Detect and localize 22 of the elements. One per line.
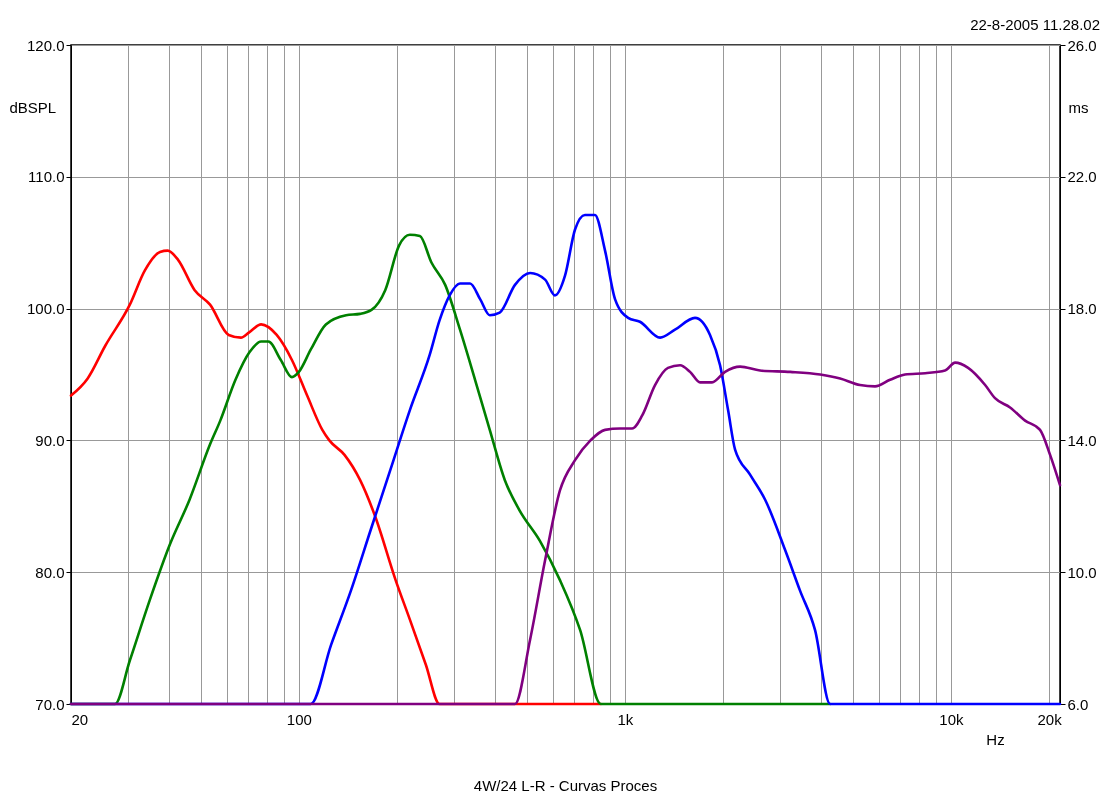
y-tick-label: 120.0 [26, 36, 65, 54]
y2-axis-title: ms [1068, 98, 1089, 116]
y2-tick-label: 6.0 [1067, 695, 1089, 713]
y-axis-title: dBSPL [9, 98, 57, 116]
y-tick-label: 100.0 [26, 300, 65, 318]
y-tick-label: 70.0 [35, 695, 65, 713]
y2-tick-label: 14.0 [1067, 431, 1097, 449]
y2-tick-label: 26.0 [1067, 36, 1097, 54]
text: 22-8-2005 11.28.02 [970, 16, 1100, 33]
y2-tick-label: 22.0 [1067, 168, 1097, 186]
y2-tick-label: 18.0 [1067, 300, 1097, 318]
x-axis-title: Hz [986, 730, 1005, 748]
y2-tick-label: 10.0 [1067, 563, 1097, 581]
x-tick-label: 10k [939, 710, 965, 728]
text: 4W/24 L-R - Curvas Proces [473, 777, 658, 794]
y-tick-label: 90.0 [35, 431, 65, 449]
y-tick-label: 80.0 [35, 563, 65, 581]
x-tick-label: 1k [617, 710, 634, 728]
y-tick-label: 110.0 [28, 168, 65, 186]
x-tick-label: 20 [71, 710, 89, 728]
x-tick-label: 20k [1037, 710, 1063, 728]
x-tick-label: 100 [286, 710, 312, 728]
